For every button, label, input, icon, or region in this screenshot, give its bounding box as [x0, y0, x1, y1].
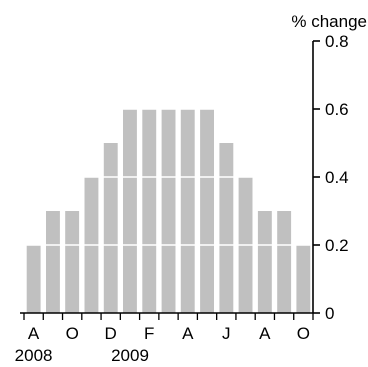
x-tick-label: J — [222, 324, 231, 343]
bar — [180, 109, 195, 313]
x-tick-label: A — [182, 324, 194, 343]
x-tick-label: O — [297, 324, 310, 343]
axes-group — [20, 40, 320, 320]
bar — [277, 211, 292, 313]
bar — [123, 109, 137, 313]
year-label: 2009 — [111, 346, 149, 365]
bar — [46, 211, 60, 313]
y-tick-label: 0 — [325, 304, 334, 323]
bar — [65, 211, 80, 313]
bar — [26, 245, 41, 313]
bar — [219, 143, 234, 313]
gridlines-group — [24, 108, 313, 246]
x-tick-label: A — [28, 324, 40, 343]
bar — [257, 211, 272, 313]
y-tick-label: 0.2 — [325, 236, 349, 255]
x-tick-label: D — [105, 324, 117, 343]
y-tick-label: 0.6 — [325, 100, 349, 119]
bar — [103, 143, 118, 313]
x-tick-label: F — [144, 324, 154, 343]
bar — [296, 245, 311, 313]
year-label: 2008 — [15, 346, 53, 365]
bars-group — [26, 109, 311, 313]
bar — [142, 109, 157, 313]
bar — [161, 109, 176, 313]
y-axis-unit-label: % change — [291, 12, 367, 31]
x-tick-label: A — [259, 324, 271, 343]
bar — [200, 109, 214, 313]
y-tick-label: 0.4 — [325, 168, 349, 187]
x-tick-label: O — [66, 324, 79, 343]
y-tick-label: 0.8 — [325, 32, 349, 51]
labels-group: 0 0.2 0.4 0.6 0.8 A O D F A J A O 2008 2009 — [15, 32, 349, 365]
